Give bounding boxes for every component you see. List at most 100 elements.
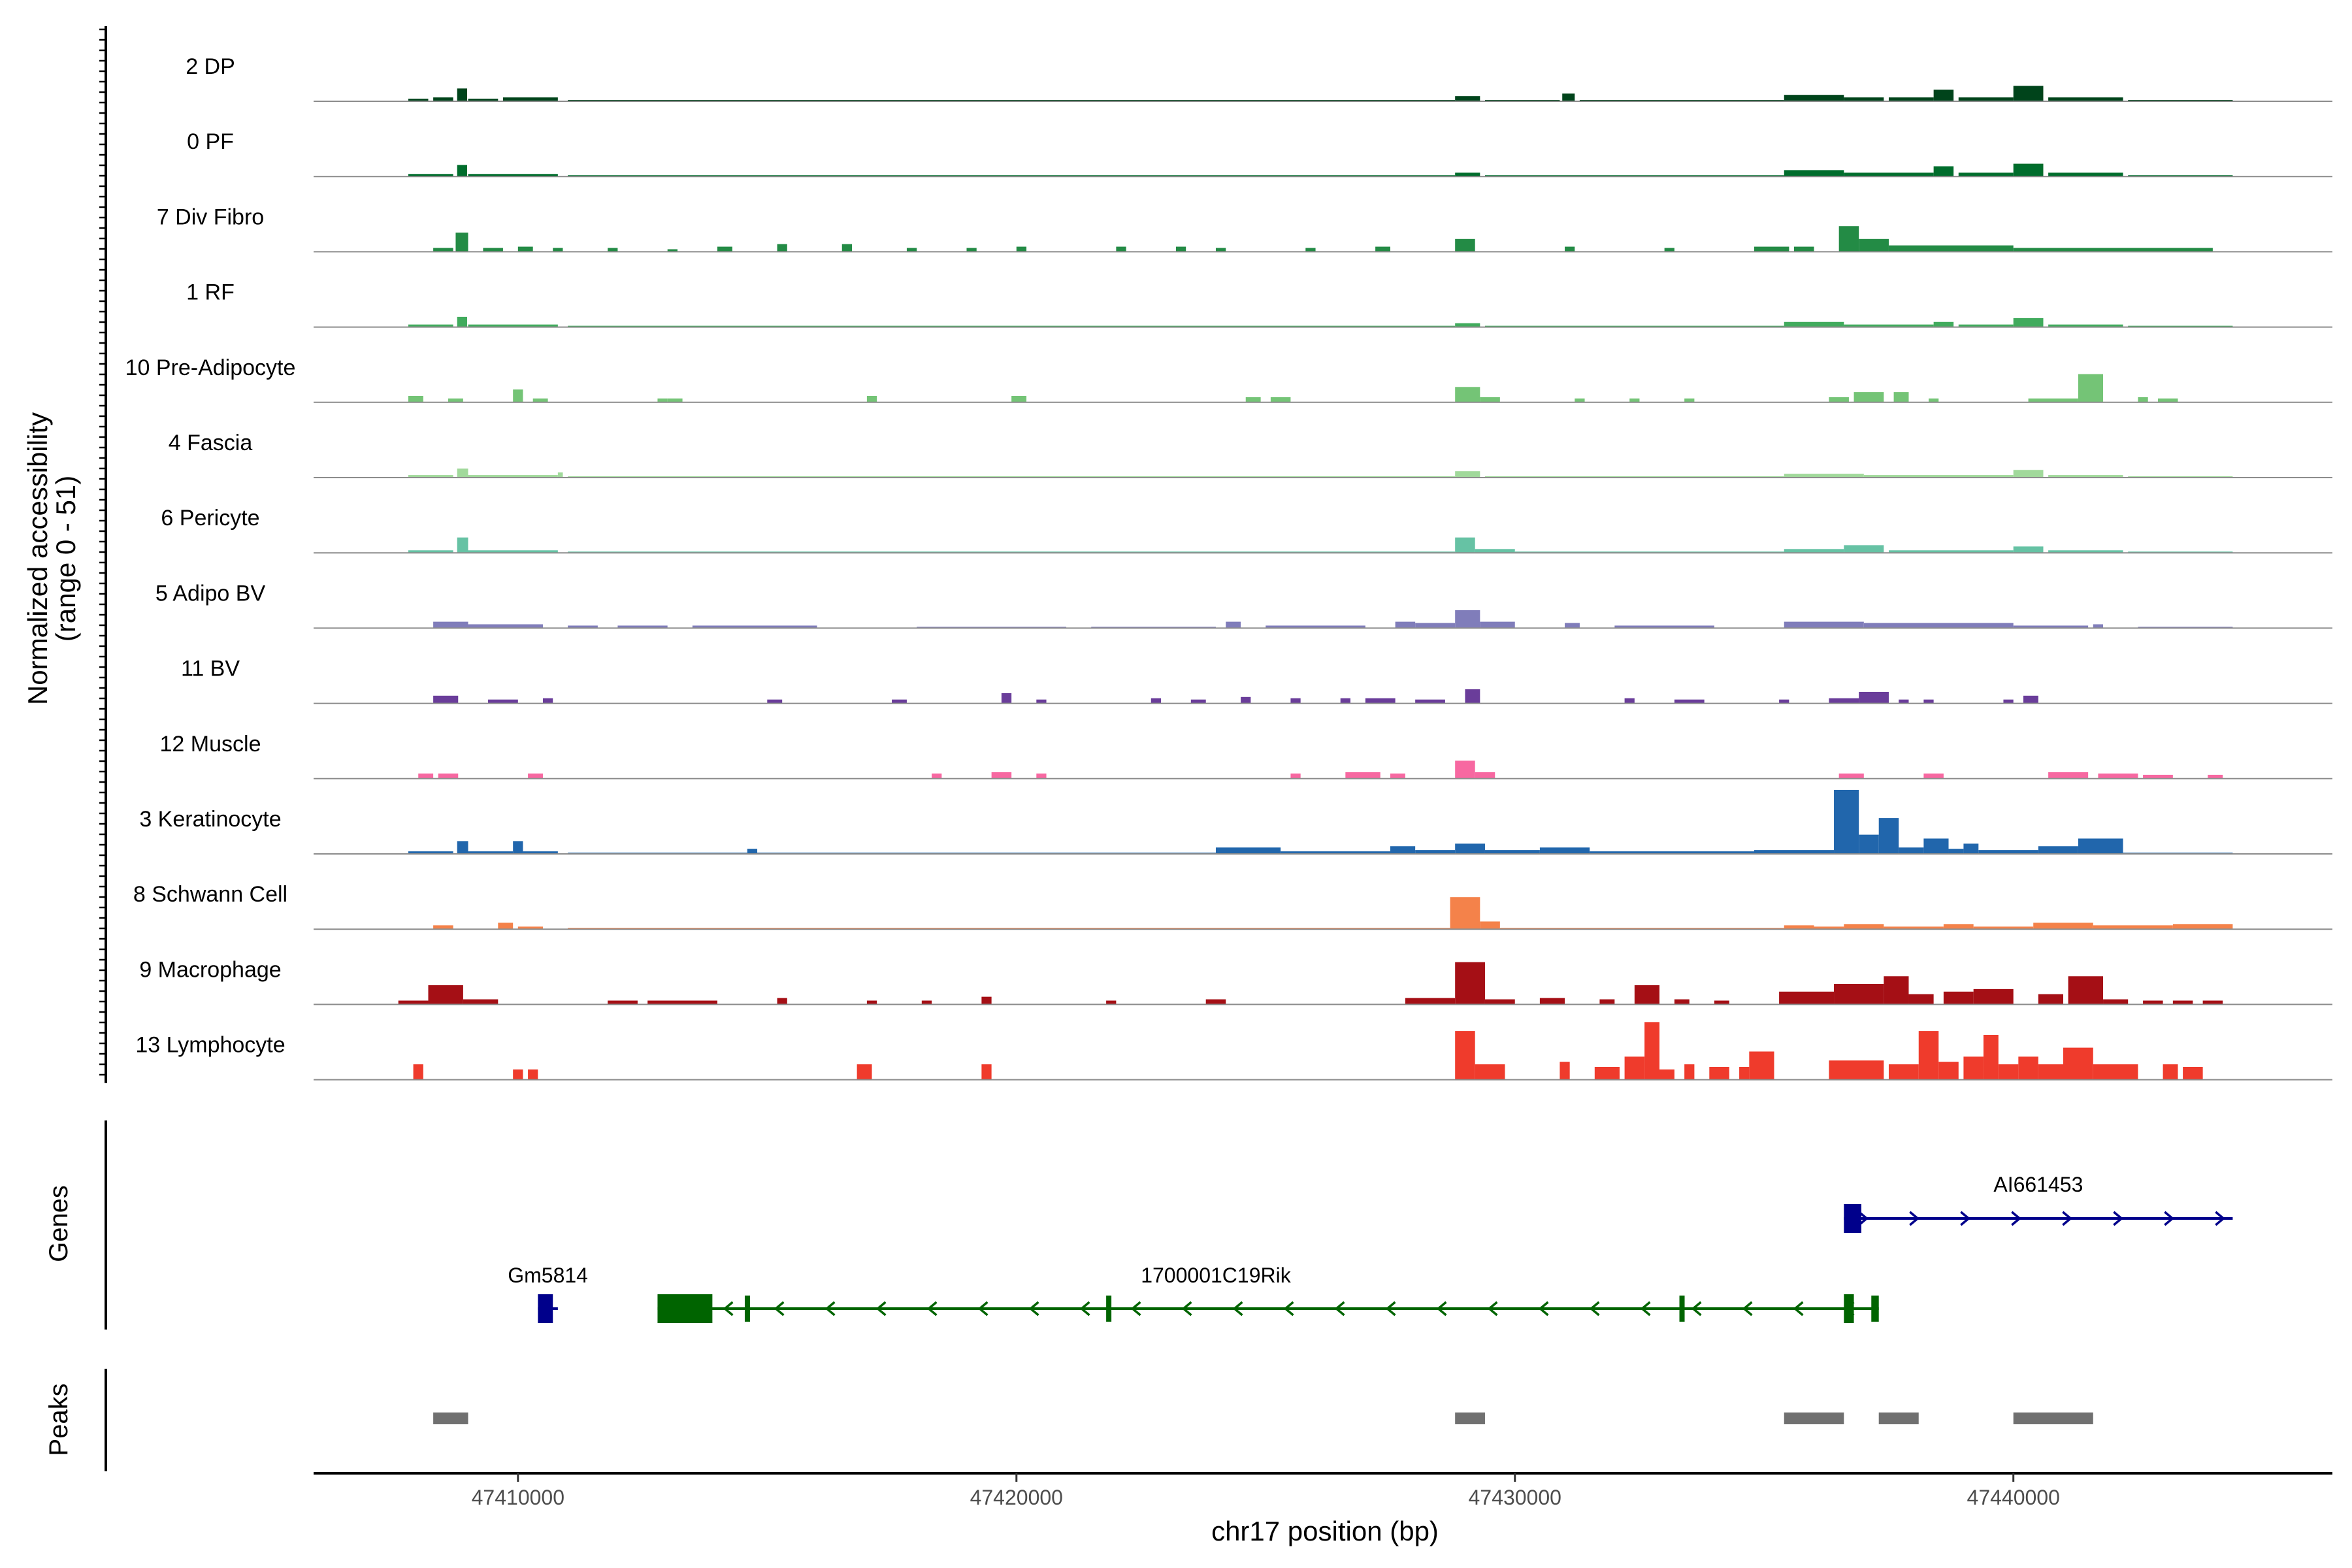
coverage-bar	[2143, 774, 2173, 779]
coverage-bar	[398, 1000, 429, 1005]
coverage-bar	[2048, 772, 2089, 779]
gene-exon	[538, 1294, 553, 1323]
coverage-track: 6 Pericyte	[161, 506, 2332, 554]
coverage-bar	[1562, 93, 1575, 101]
coverage-bar	[1844, 545, 1884, 553]
coverage-bar	[1590, 851, 1754, 854]
coverage-bar	[1899, 847, 1924, 854]
coverage-bar	[1624, 698, 1635, 704]
coverage-bar	[408, 550, 453, 553]
coverage-bar	[2013, 86, 2044, 101]
coverage-bar	[1106, 1000, 1117, 1005]
coverage-bar	[1948, 849, 1964, 854]
coverage-bar	[1565, 623, 1580, 629]
coverage-bar	[1878, 818, 1899, 854]
coverage-bar	[1838, 226, 1859, 252]
coverage-bar	[2063, 1047, 2093, 1080]
coverage-bar	[2013, 546, 2044, 553]
coverage-bar	[866, 395, 877, 402]
coverage-bar	[1480, 397, 1500, 402]
coverage-bar	[1659, 1069, 1674, 1080]
strand-arrow	[1436, 1301, 1447, 1316]
coverage-bar	[1958, 97, 2014, 101]
strand-arrow	[1640, 1301, 1651, 1316]
coverage-bar	[2143, 1000, 2163, 1005]
coverage-bar	[1629, 398, 1640, 402]
coverage-bar	[981, 1064, 992, 1080]
track-label: 10 Pre-Adipocyte	[125, 355, 296, 380]
strand-arrow	[1960, 1211, 1971, 1226]
coverage-bar	[1859, 834, 1879, 854]
coverage-bar	[906, 248, 917, 252]
track-label: 1 RF	[186, 280, 235, 305]
coverage-bar	[1908, 994, 1934, 1005]
coverage-bar	[1455, 610, 1480, 629]
coverage-bar	[1415, 850, 1456, 854]
coverage-bar	[1938, 1062, 1959, 1080]
coverage-bar	[777, 244, 787, 252]
coverage-track: 3 Keratinocyte	[139, 789, 2332, 855]
coverage-bar	[1859, 238, 1889, 252]
coverage-bar	[1539, 998, 1565, 1005]
coverage-bar	[2172, 924, 2233, 930]
coverage-bar	[657, 398, 668, 402]
y-axis-title-line1: Normalized accessibility	[22, 412, 53, 705]
coverage-bar	[433, 248, 453, 252]
coverage-bar	[1888, 245, 2014, 252]
coverage-track: 9 Macrophage	[139, 957, 2332, 1005]
coverage-bar	[1933, 90, 1954, 101]
strand-arrow	[1589, 1301, 1600, 1316]
coverage-bar	[1365, 698, 1396, 704]
coverage-bar	[1450, 897, 1480, 930]
coverage-bar	[568, 625, 598, 629]
coverage-bar	[1455, 238, 1475, 252]
coverage-bar	[921, 1000, 932, 1005]
coverage-bar	[747, 849, 758, 854]
strand-arrow	[1909, 1211, 1920, 1226]
coverage-bar	[517, 926, 543, 930]
coverage-bar	[2068, 976, 2104, 1005]
coverage-bar	[1884, 976, 1909, 1005]
strand-arrow	[1130, 1301, 1141, 1316]
strand-arrow	[2164, 1211, 2175, 1226]
coverage-bar	[488, 699, 518, 704]
coverage-bar	[418, 773, 434, 779]
coverage-bar	[513, 389, 523, 402]
gene-label: 1700001C19Rik	[1141, 1264, 1292, 1287]
coverage-bar	[1484, 999, 1515, 1005]
coverage-bar	[1863, 623, 2014, 629]
coverage-bar	[1475, 549, 1515, 553]
coverage-bar	[667, 398, 683, 402]
coverage-bar	[2138, 397, 2148, 402]
coverage-bar	[1395, 621, 1416, 629]
coverage-bar	[1664, 248, 1674, 252]
coverage-bar	[498, 923, 514, 930]
coverage-bar	[513, 1069, 523, 1080]
track-label: 12 Muscle	[160, 732, 261, 757]
coverage-bar	[1814, 926, 1844, 930]
coverage-bar	[1784, 321, 1844, 327]
peak-region	[433, 1413, 468, 1424]
coverage-bar	[1475, 772, 1495, 779]
coverage-bar	[1594, 1066, 1620, 1080]
strand-arrow	[825, 1301, 836, 1316]
coverage-bar	[2202, 1000, 2223, 1005]
coverage-bar	[457, 165, 467, 177]
coverage-track: 11 BV	[181, 657, 2332, 704]
coverage-bar	[1226, 621, 1241, 629]
coverage-bar	[428, 985, 463, 1005]
coverage-bar	[1973, 988, 2014, 1005]
coverage-bar	[1634, 985, 1659, 1005]
coverage-track: 8 Schwann Cell	[133, 882, 2332, 930]
coverage-bar	[468, 624, 543, 629]
gene-exon	[1844, 1204, 1861, 1233]
coverage-bar	[981, 996, 992, 1005]
coverage-bar	[1838, 773, 1864, 779]
coverage-bar	[1784, 474, 1864, 478]
coverage-bar	[1390, 773, 1405, 779]
coverage-bar	[1484, 850, 1540, 854]
coverage-bar	[608, 248, 618, 252]
coverage-bar	[1624, 1056, 1645, 1080]
coverage-bar	[2048, 550, 2123, 553]
x-axis-title: chr17 position (bp)	[1211, 1516, 1439, 1546]
